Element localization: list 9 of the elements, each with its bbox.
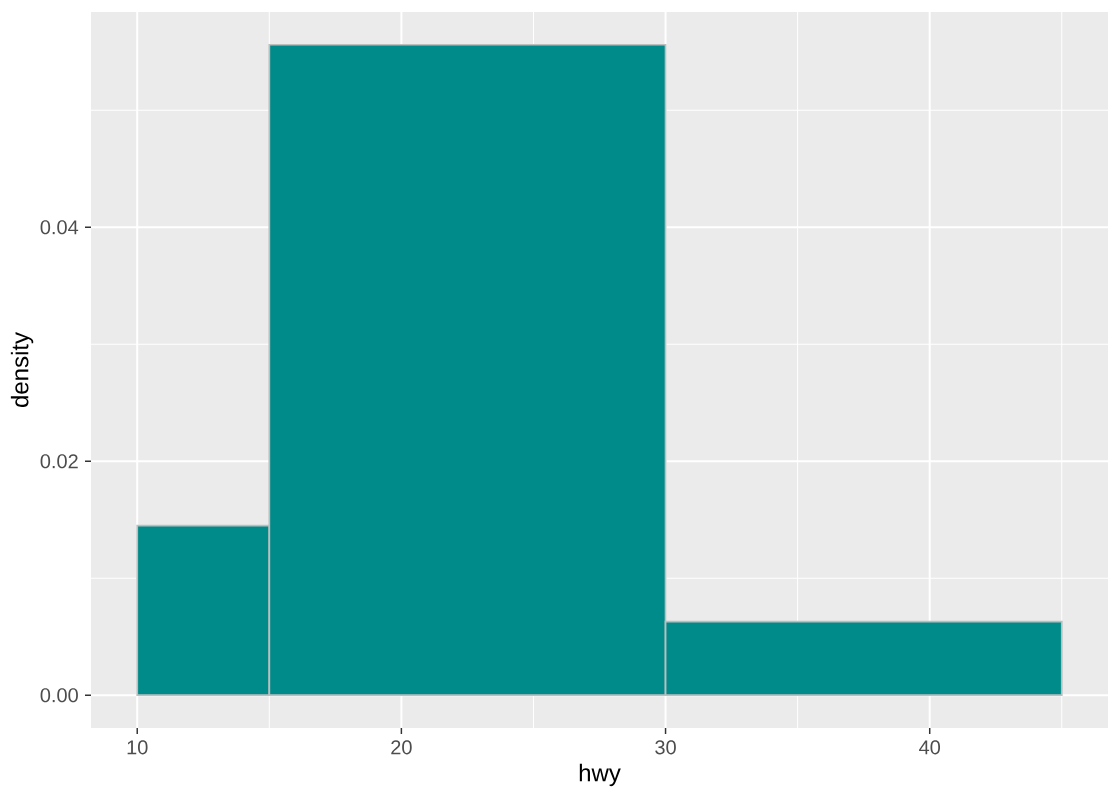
x-tick-label: 20	[391, 740, 412, 755]
y-tick-label: 0.00	[40, 688, 78, 703]
x-tick-label: 40	[919, 740, 941, 755]
y-tick-label: 0.02	[40, 454, 78, 469]
y-axis-title: density	[10, 332, 34, 408]
x-axis-title: hwy	[579, 763, 621, 787]
y-tick-label: 0.04	[40, 220, 79, 235]
x-tick-label: 30	[655, 740, 676, 755]
x-tick-label: 10	[127, 740, 148, 755]
